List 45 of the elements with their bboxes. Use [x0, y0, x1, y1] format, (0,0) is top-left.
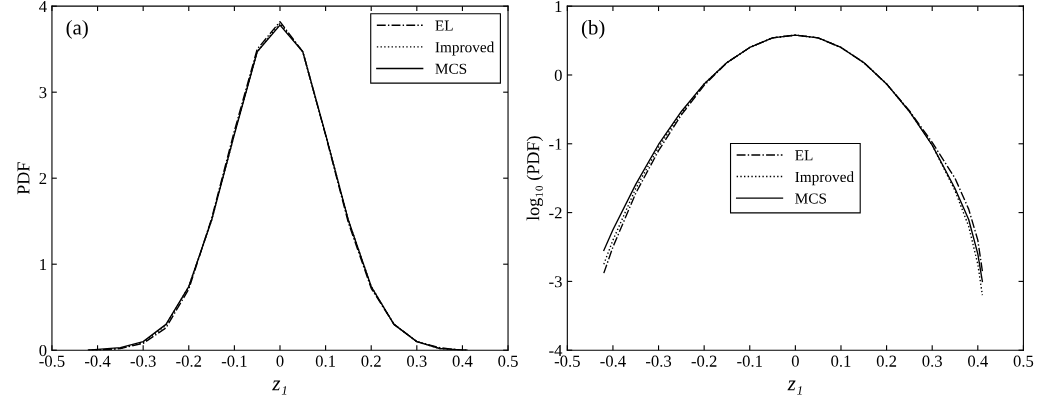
x-tick-label: 0.3 [407, 355, 427, 367]
legend-label: EL [435, 20, 453, 31]
x-tick-label: 0 [791, 355, 799, 367]
x-tick-label: -0.2 [691, 355, 717, 367]
legend-label: Improved [795, 171, 854, 186]
x-tick-label: -0.4 [84, 355, 111, 367]
annotation: (b) [581, 19, 605, 39]
y-tick-label: 3 [39, 86, 47, 99]
x-tick-label: 0 [276, 355, 284, 367]
x-tick-label: -0.5 [554, 355, 580, 367]
x-tick-label: -0.1 [221, 355, 247, 367]
legend-label: Improved [435, 41, 495, 56]
y-tick-label: 4 [39, 0, 47, 12]
x-tick-label: -0.4 [600, 355, 626, 367]
x-tick-label: -0.3 [130, 355, 156, 367]
y-tick-label: 1 [555, 0, 562, 12]
x-tick-label: 0.2 [361, 355, 381, 367]
y-axis-title: log₁₀ (PDF) [526, 136, 544, 221]
y-tick-label: -1 [549, 138, 562, 150]
x-tick-label: -0.3 [645, 355, 672, 367]
y-tick-label: 0 [554, 69, 562, 81]
y-tick-label: 2 [39, 172, 47, 184]
x-tick-label: 0.5 [1013, 355, 1034, 367]
x-axis-title: z₁ [787, 380, 802, 395]
x-tick-label: -0.2 [176, 355, 202, 367]
x-tick-label: 0.4 [968, 355, 988, 367]
x-tick-label: 0.5 [498, 355, 518, 367]
annotation: (a) [66, 19, 88, 39]
x-tick-label: 0.1 [831, 355, 851, 367]
y-tick-label: -2 [549, 207, 562, 219]
y-axis-title: PDF [17, 162, 30, 195]
x-axis-title: z₁ [272, 380, 287, 395]
legend-label: MCS [795, 193, 827, 204]
x-tick-label: -0.5 [39, 355, 65, 367]
x-tick-label: 0.4 [452, 355, 473, 367]
x-tick-label: 0.3 [922, 355, 942, 367]
y-tick-label: 1 [40, 258, 47, 270]
y-tick-label: 0 [39, 344, 47, 357]
legend-label: EL [795, 150, 813, 161]
x-tick-label: -0.1 [737, 355, 762, 367]
y-tick-label: -4 [549, 345, 563, 356]
y-tick-label: -3 [549, 276, 562, 288]
x-tick-label: 0.2 [876, 355, 897, 367]
x-tick-label: 0.1 [315, 355, 336, 367]
legend-label: MCS [435, 63, 467, 74]
